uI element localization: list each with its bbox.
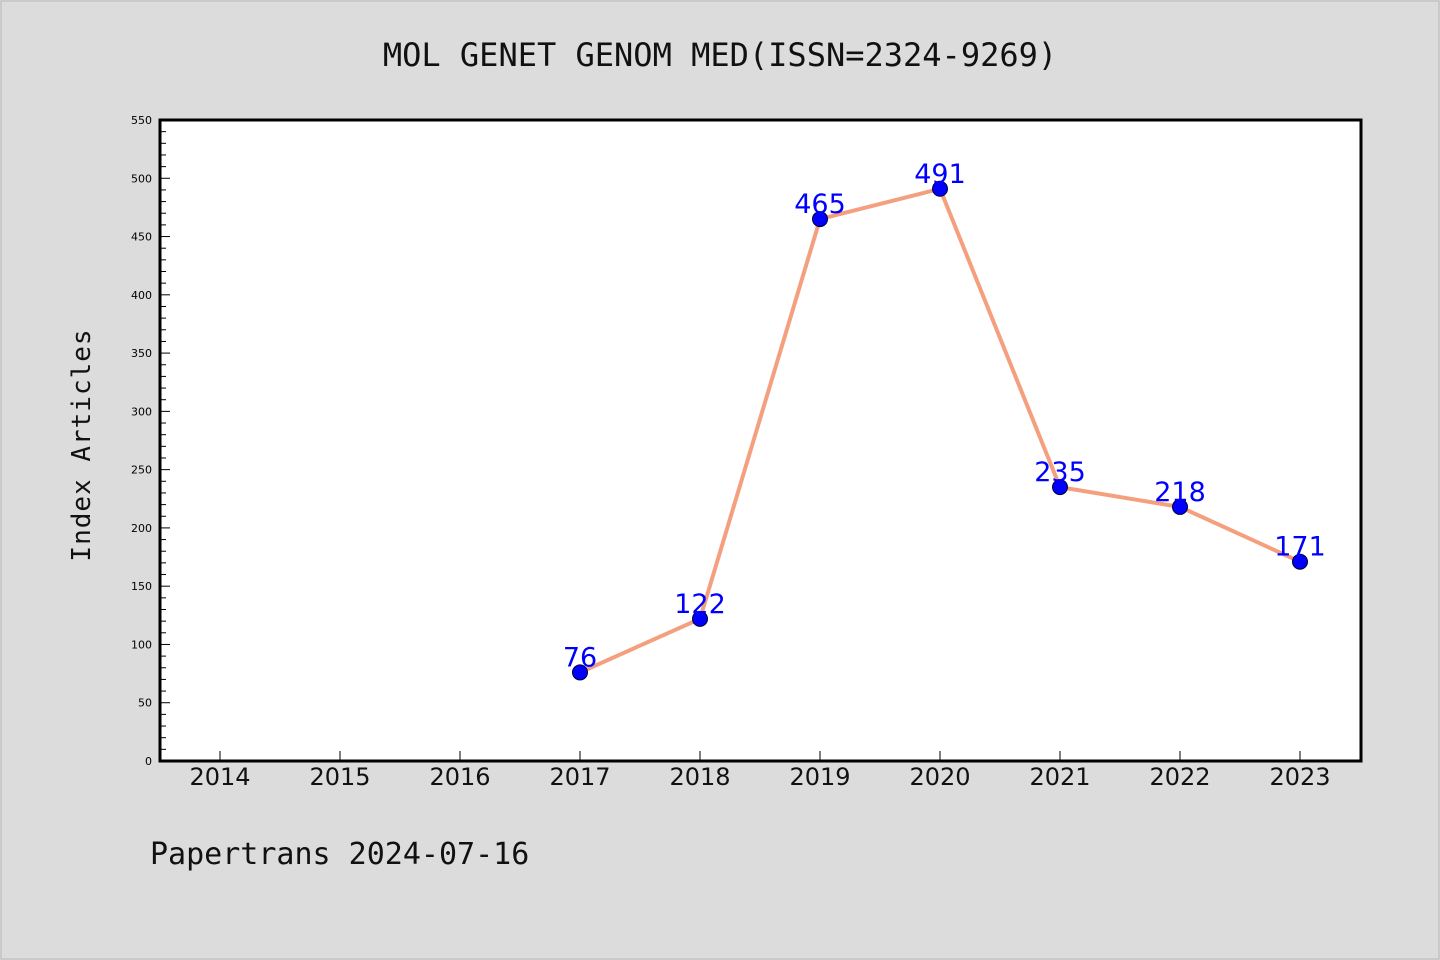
y-tick-label: 250 <box>131 464 152 477</box>
y-tick-label: 500 <box>131 172 152 185</box>
data-point <box>572 664 588 681</box>
y-tick-label: 150 <box>131 580 152 593</box>
data-label: 76 <box>563 642 597 673</box>
y-tick-label: 50 <box>138 697 152 710</box>
plot-frame <box>158 118 1363 763</box>
x-tick-label: 2023 <box>1269 763 1330 791</box>
data-label: 218 <box>1154 477 1206 508</box>
x-tick-label: 2019 <box>789 763 850 791</box>
x-tick-label: 2022 <box>1149 763 1210 791</box>
x-tick-label: 2016 <box>429 763 490 791</box>
data-markers <box>572 180 1308 681</box>
footer-credit: Papertrans 2024-07-16 <box>150 837 529 872</box>
data-label: 171 <box>1274 532 1326 563</box>
y-tick-label: 100 <box>131 638 152 651</box>
x-axis-ticks: 2014 2015 2016 2017 2018 2019 2020 2021 2022 2023 <box>189 751 1331 791</box>
y-tick-label: 550 <box>131 114 152 127</box>
chart-title: MOL GENET GENOM MED(ISSN=2324-9269) <box>383 36 1057 74</box>
data-point <box>932 180 948 197</box>
y-tick-label: 400 <box>131 289 152 302</box>
x-tick-label: 2015 <box>309 763 370 791</box>
data-labels: 76 122 465 491 235 218 171 <box>563 159 1326 674</box>
data-label: 235 <box>1034 457 1086 488</box>
data-point <box>812 211 828 228</box>
y-tick-label: 200 <box>131 522 152 535</box>
y-tick-label: 300 <box>131 405 152 418</box>
y-tick-label: 350 <box>131 347 152 360</box>
data-point <box>1052 479 1068 496</box>
x-tick-label: 2014 <box>189 763 250 791</box>
y-tick-label: 450 <box>131 231 152 244</box>
data-label: 491 <box>914 159 966 190</box>
x-tick-label: 2021 <box>1029 763 1090 791</box>
data-label: 465 <box>794 189 846 220</box>
y-axis-label: Index Articles <box>67 328 97 561</box>
data-label: 122 <box>674 589 726 620</box>
plot-area <box>160 120 1361 761</box>
x-tick-label: 2018 <box>669 763 730 791</box>
data-point <box>1172 498 1188 515</box>
x-tick-label: 2017 <box>549 763 610 791</box>
data-point <box>692 610 708 627</box>
x-tick-label: 2020 <box>909 763 970 791</box>
data-point <box>1292 553 1308 570</box>
y-tick-label: 0 <box>145 755 152 768</box>
